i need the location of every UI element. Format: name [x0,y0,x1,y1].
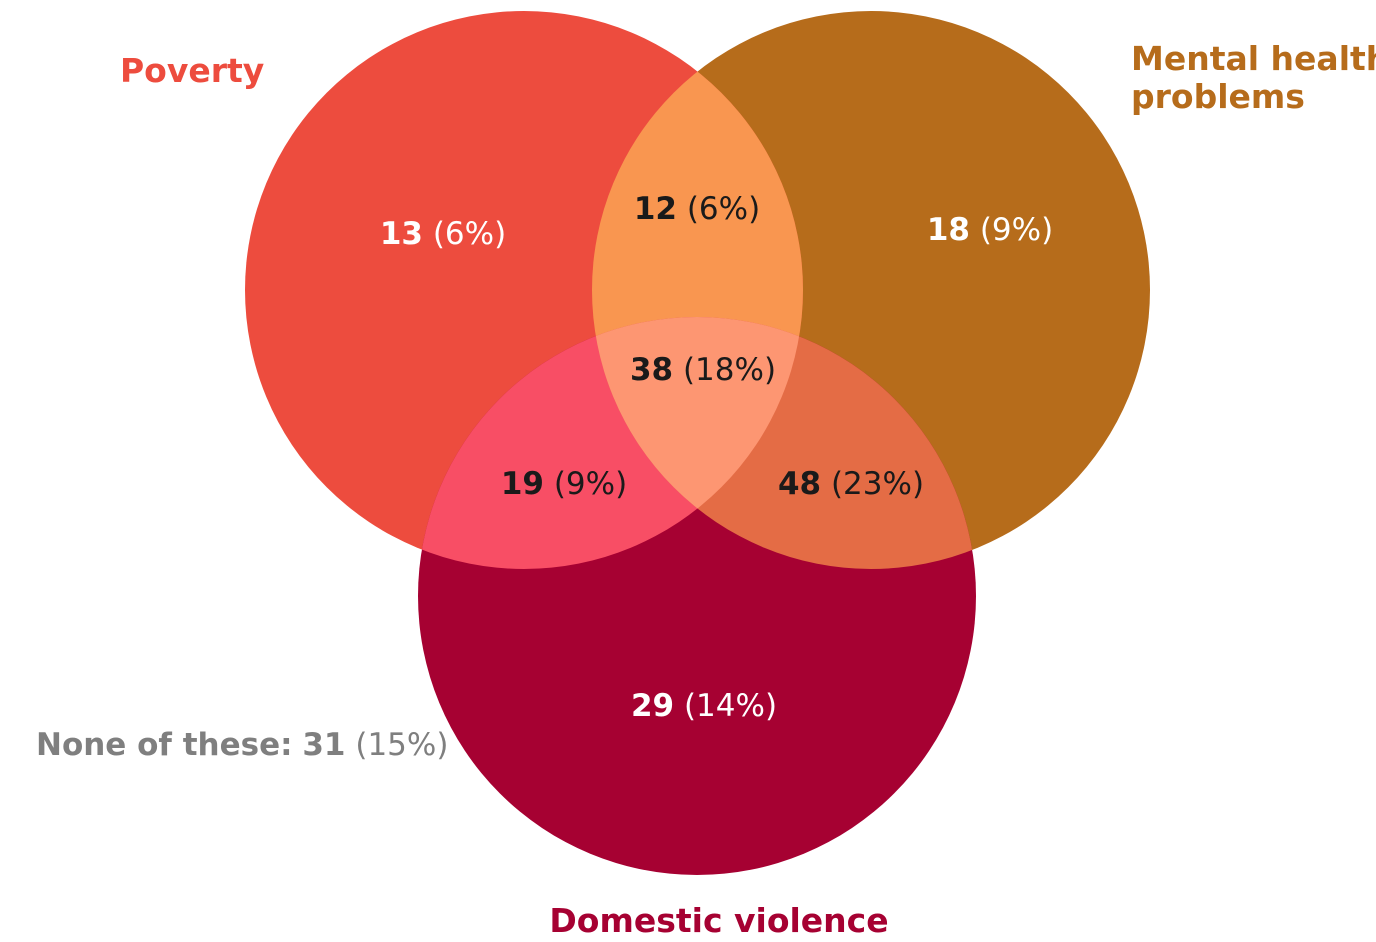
none-of-these-percent: (15%) [355,727,449,763]
all-three-value: 38 (18%) [630,352,776,388]
mental-health-domestic-violence-value: 48 (23%) [778,466,924,502]
all-three-count: 38 [629,352,674,388]
poverty-only-percent: (6%) [432,216,507,252]
mental-health-only-percent: (9%) [979,212,1054,248]
mental-health-only-count: 18 [926,212,970,248]
poverty-only-count: 13 [379,216,423,252]
poverty-domestic-violence-overlap [418,317,803,569]
mental-health-domestic-violence-percent: (23%) [830,466,925,502]
poverty-mental-health-percent: (6%) [686,191,761,227]
poverty-domestic-violence-value: 19 (9%) [501,466,627,502]
poverty-label: Poverty [120,51,265,90]
mental-health-label: Mental health problems [1131,40,1376,116]
none-of-these-label: None of these: [36,727,293,763]
domestic-violence-only-value: 29 (14%) [631,688,777,724]
poverty-only-value: 13 (6%) [380,216,506,252]
poverty-domestic-violence-count: 19 [500,466,544,502]
mental-health-only-value: 18 (9%) [927,212,1053,248]
domestic-violence-label: Domestic violence [549,901,889,940]
none-of-these-value: None of these: 31 (15%) [36,727,448,763]
mental-health-domestic-violence-overlap [592,317,976,569]
mental-health-label-line-1: Mental health [1131,39,1376,78]
domestic-violence-only-percent: (14%) [683,688,778,724]
poverty-mental-health-count: 12 [633,191,677,227]
mental-health-domestic-violence-count: 48 [777,466,822,502]
poverty-domestic-violence-percent: (9%) [553,466,628,502]
all-three-percent: (18%) [682,352,777,388]
mental-health-label-line-2: problems [1131,76,1305,116]
poverty-mental-health-value: 12 (6%) [634,191,760,227]
domestic-violence-only-count: 29 [630,688,675,724]
none-of-these-count: 31 [302,727,346,763]
